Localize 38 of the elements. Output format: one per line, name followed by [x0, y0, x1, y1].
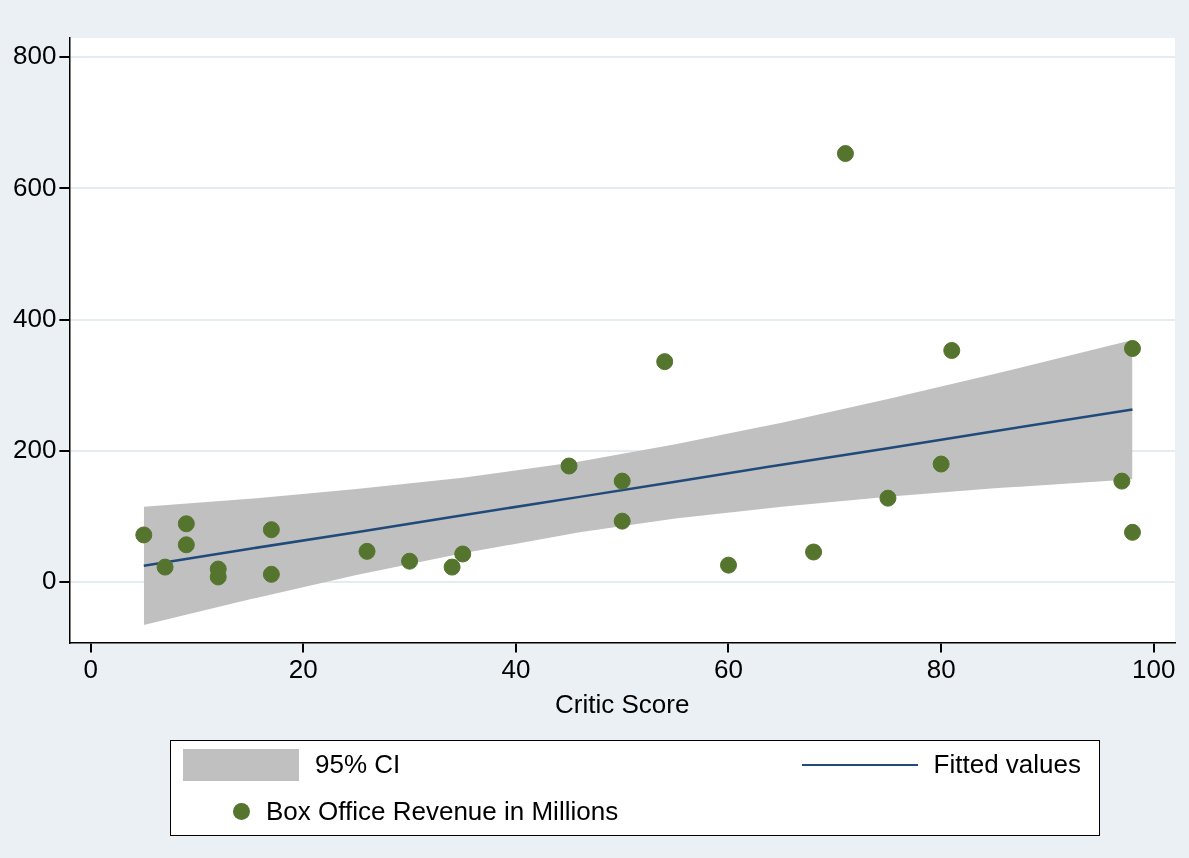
point	[720, 556, 737, 574]
point	[401, 552, 419, 570]
x-tick-label: 20	[288, 654, 318, 685]
point	[932, 455, 950, 473]
point	[177, 515, 195, 533]
point	[805, 543, 823, 561]
x-tick-label: 40	[501, 654, 531, 685]
point	[262, 565, 280, 583]
y-tick-label: 0	[41, 565, 57, 596]
point	[443, 558, 461, 576]
point	[358, 542, 376, 560]
x-tick-label: 0	[83, 654, 98, 685]
point	[156, 558, 174, 576]
point	[943, 341, 961, 359]
point	[454, 545, 472, 563]
point	[1113, 472, 1131, 490]
legend-label: Box Office Revenue in Millions	[266, 796, 619, 828]
point	[262, 521, 280, 539]
x-tick-label: 80	[926, 654, 956, 685]
point	[613, 512, 631, 530]
x-tick-label: 60	[714, 654, 743, 685]
point	[177, 536, 195, 554]
y-tick-label: 200	[12, 434, 57, 465]
point	[560, 457, 578, 475]
point	[1123, 523, 1141, 541]
point	[1123, 340, 1141, 358]
x-axis-title: Critic Score	[555, 688, 690, 719]
point	[836, 145, 854, 163]
y-tick-label: 600	[12, 171, 57, 202]
y-tick-label: 800	[12, 40, 57, 71]
point	[135, 526, 153, 544]
point	[656, 353, 674, 371]
point	[613, 472, 631, 490]
point	[879, 489, 897, 507]
y-tick-label: 400	[12, 302, 57, 333]
text: 95% CI	[315, 749, 401, 781]
x-tick-label: 100	[1132, 654, 1176, 685]
legend-label: Fitted values	[933, 749, 1081, 781]
